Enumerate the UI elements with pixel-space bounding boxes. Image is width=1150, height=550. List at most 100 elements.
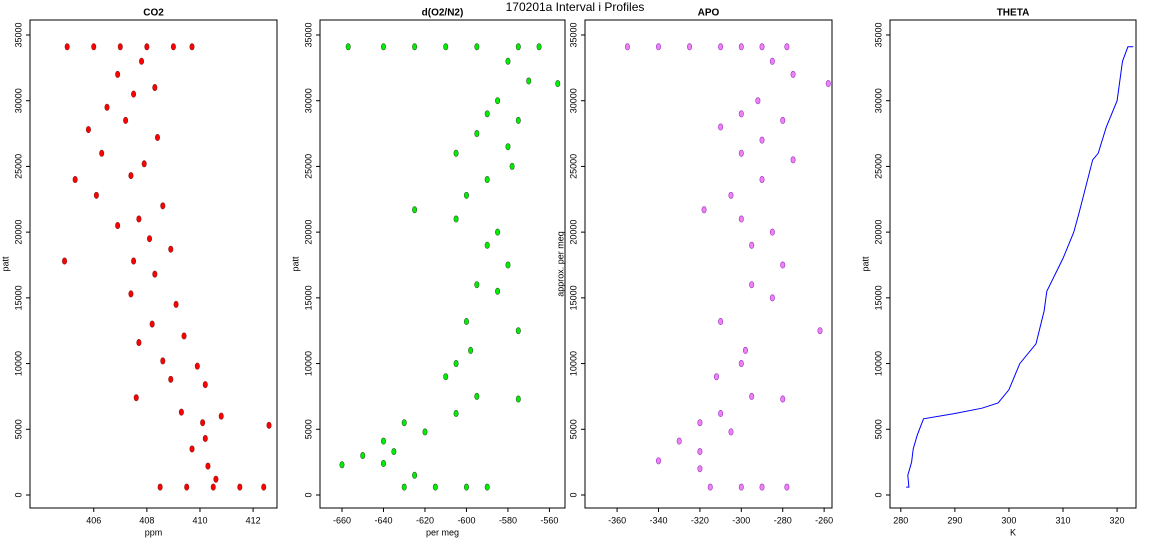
y-tick-label: 10000: [873, 351, 883, 376]
data-point: [697, 448, 703, 456]
y-axis-label: patt: [0, 256, 10, 272]
data-point: [759, 483, 765, 491]
data-point: [149, 320, 155, 328]
data-point: [93, 191, 99, 199]
data-point: [200, 419, 206, 427]
y-tick-label: 15000: [303, 285, 313, 310]
x-axis-label: ppm: [145, 527, 163, 537]
data-point: [790, 156, 796, 164]
data-point: [463, 318, 469, 326]
plot-frame: [889, 19, 1137, 509]
plot-frame: [29, 19, 278, 509]
data-point: [463, 483, 469, 491]
data-point: [780, 395, 786, 403]
data-point: [115, 222, 121, 230]
y-tick-label: 0: [303, 492, 313, 497]
data-point: [742, 346, 748, 354]
data-point: [728, 191, 734, 199]
data-point: [655, 43, 661, 51]
y-tick-label: 5000: [303, 419, 313, 439]
data-point: [738, 110, 744, 118]
data-point: [237, 483, 243, 491]
data-point: [769, 294, 775, 302]
x-axis-label: per meg: [426, 527, 459, 537]
data-point: [139, 57, 145, 65]
data-point: [738, 149, 744, 157]
y-tick-label: 0: [13, 492, 23, 497]
data-point: [345, 43, 351, 51]
data-point: [474, 281, 480, 289]
y-tick-label: 35000: [873, 22, 883, 47]
data-point: [790, 70, 796, 78]
plot-frame: [584, 19, 833, 509]
data-point: [202, 381, 208, 389]
data-point: [205, 462, 211, 470]
data-point: [160, 357, 166, 365]
panel-title: APO: [698, 8, 720, 19]
x-tick-label: 280: [893, 515, 908, 525]
data-point: [728, 428, 734, 436]
data-point: [676, 437, 682, 445]
y-tick-label: 25000: [568, 154, 578, 179]
data-point: [718, 43, 724, 51]
data-point: [463, 191, 469, 199]
data-point: [749, 241, 755, 249]
data-point: [474, 130, 480, 138]
x-tick-label: -280: [774, 515, 792, 525]
data-point: [128, 172, 134, 180]
data-point: [784, 43, 790, 51]
data-point: [202, 434, 208, 442]
page-title: 170201a Interval i Profiles: [506, 0, 645, 14]
data-point: [738, 360, 744, 368]
data-point: [401, 419, 407, 427]
x-tick-label: -340: [649, 515, 667, 525]
data-point: [536, 43, 542, 51]
data-point: [769, 228, 775, 236]
data-point: [707, 483, 713, 491]
data-point: [749, 392, 755, 400]
data-point: [391, 448, 397, 456]
data-point: [123, 116, 129, 124]
data-point: [173, 300, 179, 308]
data-point: [432, 483, 438, 491]
y-tick-label: 30000: [568, 88, 578, 113]
data-point: [515, 327, 521, 335]
data-point: [184, 483, 190, 491]
data-point: [453, 149, 459, 157]
data-point: [738, 43, 744, 51]
data-point: [189, 43, 195, 51]
y-tick-label: 5000: [873, 419, 883, 439]
x-tick-label: -640: [374, 515, 392, 525]
data-point: [784, 483, 790, 491]
data-point: [755, 97, 761, 105]
data-point: [152, 84, 158, 92]
data-point: [624, 43, 630, 51]
x-tick-label: 300: [1001, 515, 1016, 525]
data-point: [495, 228, 501, 236]
y-tick-label: 15000: [568, 285, 578, 310]
data-point: [453, 360, 459, 368]
data-point: [64, 43, 70, 51]
panel-title: THETA: [997, 8, 1030, 19]
data-point: [780, 116, 786, 124]
x-tick-label: 410: [192, 515, 207, 525]
data-point: [484, 241, 490, 249]
data-point: [505, 261, 511, 269]
data-point: [128, 290, 134, 298]
y-tick-label: 20000: [568, 220, 578, 245]
y-tick-label: 5000: [13, 419, 23, 439]
data-point: [181, 332, 187, 340]
data-point: [515, 395, 521, 403]
data-point: [168, 375, 174, 383]
data-point: [697, 419, 703, 427]
data-point: [194, 362, 200, 370]
data-point: [104, 103, 110, 111]
x-tick-label: -620: [416, 515, 434, 525]
data-point: [360, 452, 366, 460]
data-point: [474, 392, 480, 400]
data-point: [380, 459, 386, 467]
data-point: [713, 373, 719, 381]
x-tick-label: -580: [499, 515, 517, 525]
data-point: [495, 287, 501, 295]
data-point: [91, 43, 97, 51]
